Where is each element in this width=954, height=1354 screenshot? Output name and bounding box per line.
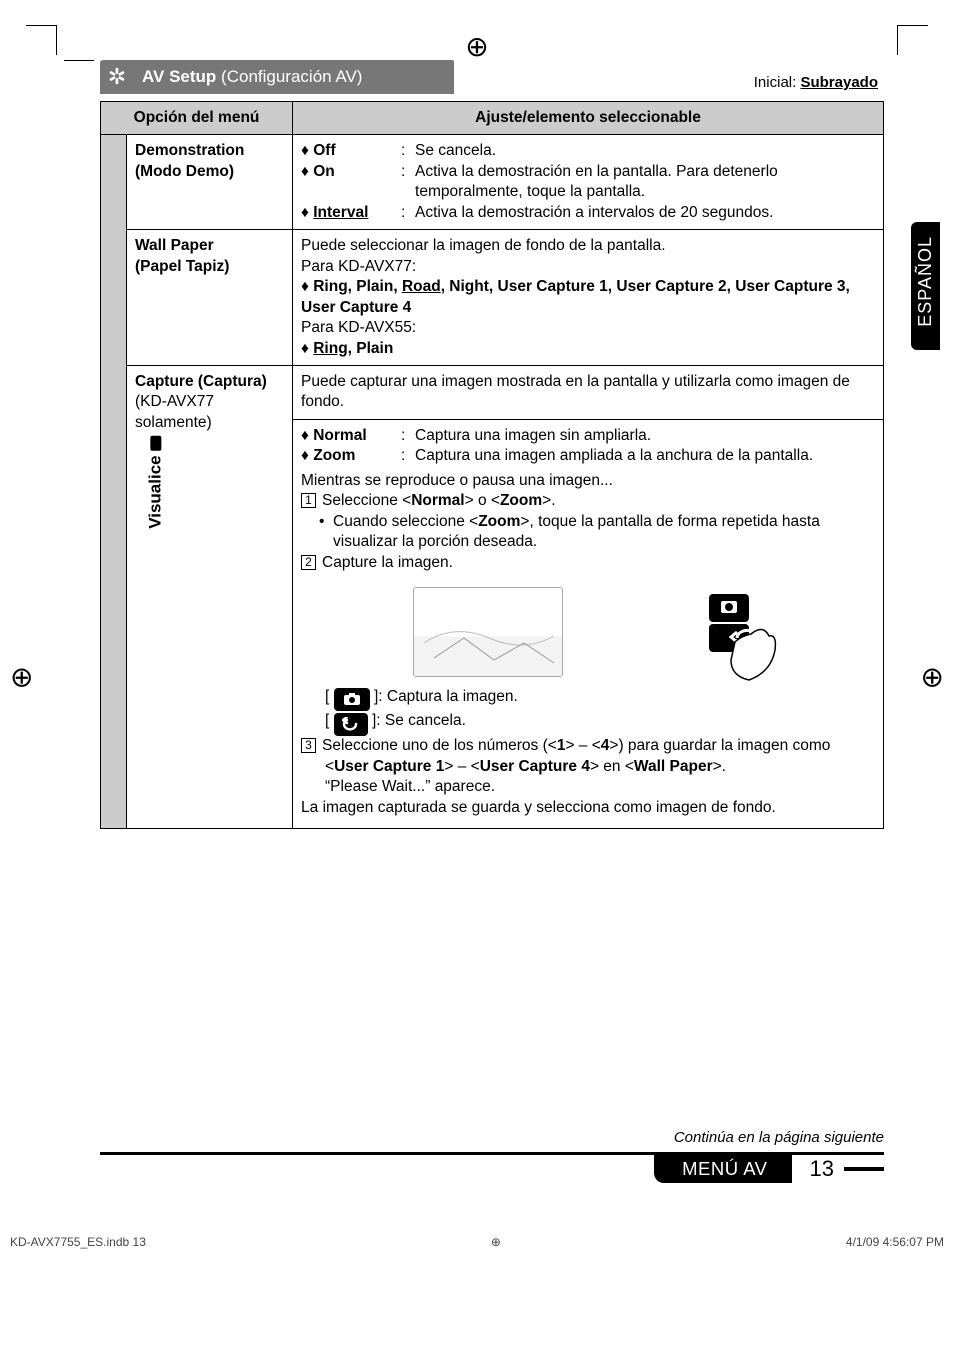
value-cell-wallpaper: Puede seleccionar la imagen de fondo de … <box>293 230 884 366</box>
page-number: 13 <box>810 1156 834 1182</box>
meta-date: 4/1/09 4:56:07 PM <box>846 1235 944 1249</box>
col-header-value: Ajuste/elemento seleccionable <box>293 102 884 135</box>
capture-illustration <box>301 573 875 687</box>
option-cell-wallpaper: Wall Paper (Papel Tapiz) <box>127 230 293 366</box>
category-cell: Visualice <box>101 135 127 829</box>
camera-icon <box>334 688 370 711</box>
settings-table: Opción del menú Ajuste/elemento seleccio… <box>100 101 884 829</box>
section-title-bar: AV Setup (Configuración AV) <box>134 60 454 94</box>
meta-file: KD-AVX7755_ES.indb 13 <box>10 1235 146 1249</box>
continue-note: Continúa en la página siguiente <box>100 1129 884 1146</box>
section-title: AV Setup (Configuración AV) <box>142 67 362 87</box>
value-cell-capture: Puede capturar una imagen mostrada en la… <box>293 365 884 828</box>
display-icon <box>150 435 161 450</box>
gear-icon: ✲ <box>100 60 134 94</box>
undo-icon <box>334 713 368 736</box>
value-cell-demo: ♦ Off:Se cancela. ♦ On:Activa la demostr… <box>293 135 884 230</box>
footer-section: MENÚ AV <box>654 1155 791 1183</box>
footer-tick <box>844 1167 884 1171</box>
col-header-option: Opción del menú <box>101 102 293 135</box>
option-cell-demo: Demonstration (Modo Demo) <box>127 135 293 230</box>
meta-reg: ⊕ <box>491 1235 501 1249</box>
